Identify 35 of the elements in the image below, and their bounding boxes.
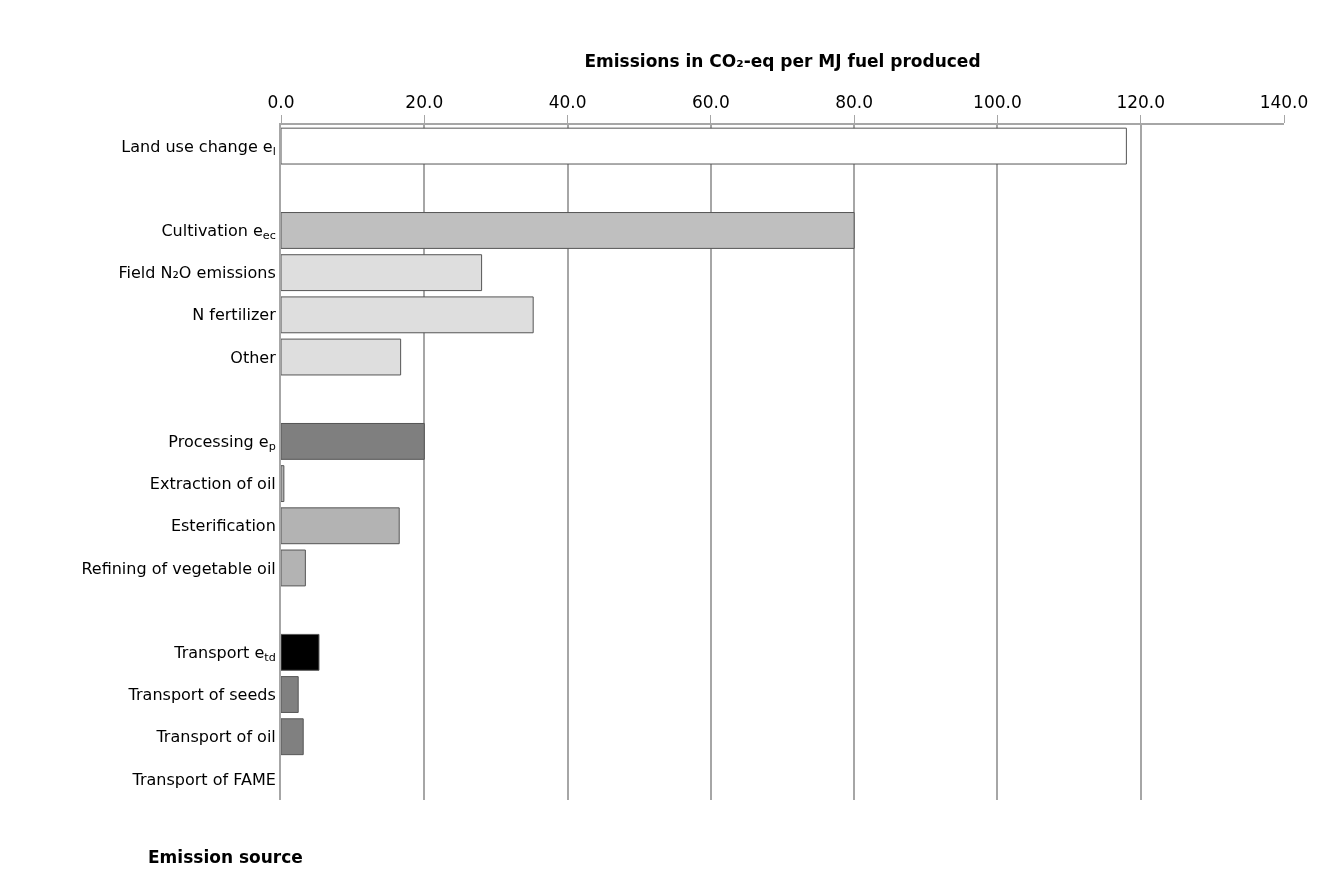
y-tick-label: Esterification <box>170 516 276 536</box>
bar <box>281 212 855 249</box>
x-axis-title: Emissions in CO₂-eq per MJ fuel produced <box>584 51 981 72</box>
bar <box>281 127 1127 165</box>
bar <box>281 338 402 376</box>
y-tick-label: Refining of vegetable oil <box>81 558 276 578</box>
y-tick-label: Other <box>230 347 277 367</box>
x-tick-label: 40.0 <box>548 92 587 113</box>
x-tick-label: 120.0 <box>1116 92 1166 113</box>
y-tick-label: Transport of seeds <box>127 685 276 705</box>
bar <box>281 633 320 671</box>
x-tick-label: 60.0 <box>691 92 730 113</box>
bar <box>281 465 285 503</box>
bar <box>281 422 425 460</box>
bar <box>281 296 534 334</box>
x-tick-label: 80.0 <box>835 92 874 113</box>
x-tick-label: 140.0 <box>1259 92 1309 113</box>
y-tick-label: Field N₂O emissions <box>118 263 276 283</box>
x-tick-label: 0.0 <box>267 92 295 113</box>
y-tick-label: Transport of oil <box>155 727 276 747</box>
y-tick-label: Extraction of oil <box>149 474 276 494</box>
bar <box>281 676 299 713</box>
y-tick-label: N fertilizer <box>192 305 277 325</box>
bar <box>281 254 483 292</box>
bar <box>281 549 306 587</box>
y-tick-label: Land use change e$_{l}$ <box>121 136 276 159</box>
y-tick-label: Cultivation e$_{ec}$ <box>161 221 276 243</box>
x-tick-label: 100.0 <box>973 92 1022 113</box>
bar <box>281 507 400 545</box>
bar <box>281 718 304 756</box>
y-tick-label: Processing e$_{p}$ <box>168 432 276 454</box>
y-axis-title: Emission source <box>148 847 303 867</box>
y-tick-label: Transport of FAME <box>131 769 276 789</box>
y-tick-label: Transport e$_{td}$ <box>173 642 276 665</box>
x-tick-label: 20.0 <box>405 92 444 113</box>
